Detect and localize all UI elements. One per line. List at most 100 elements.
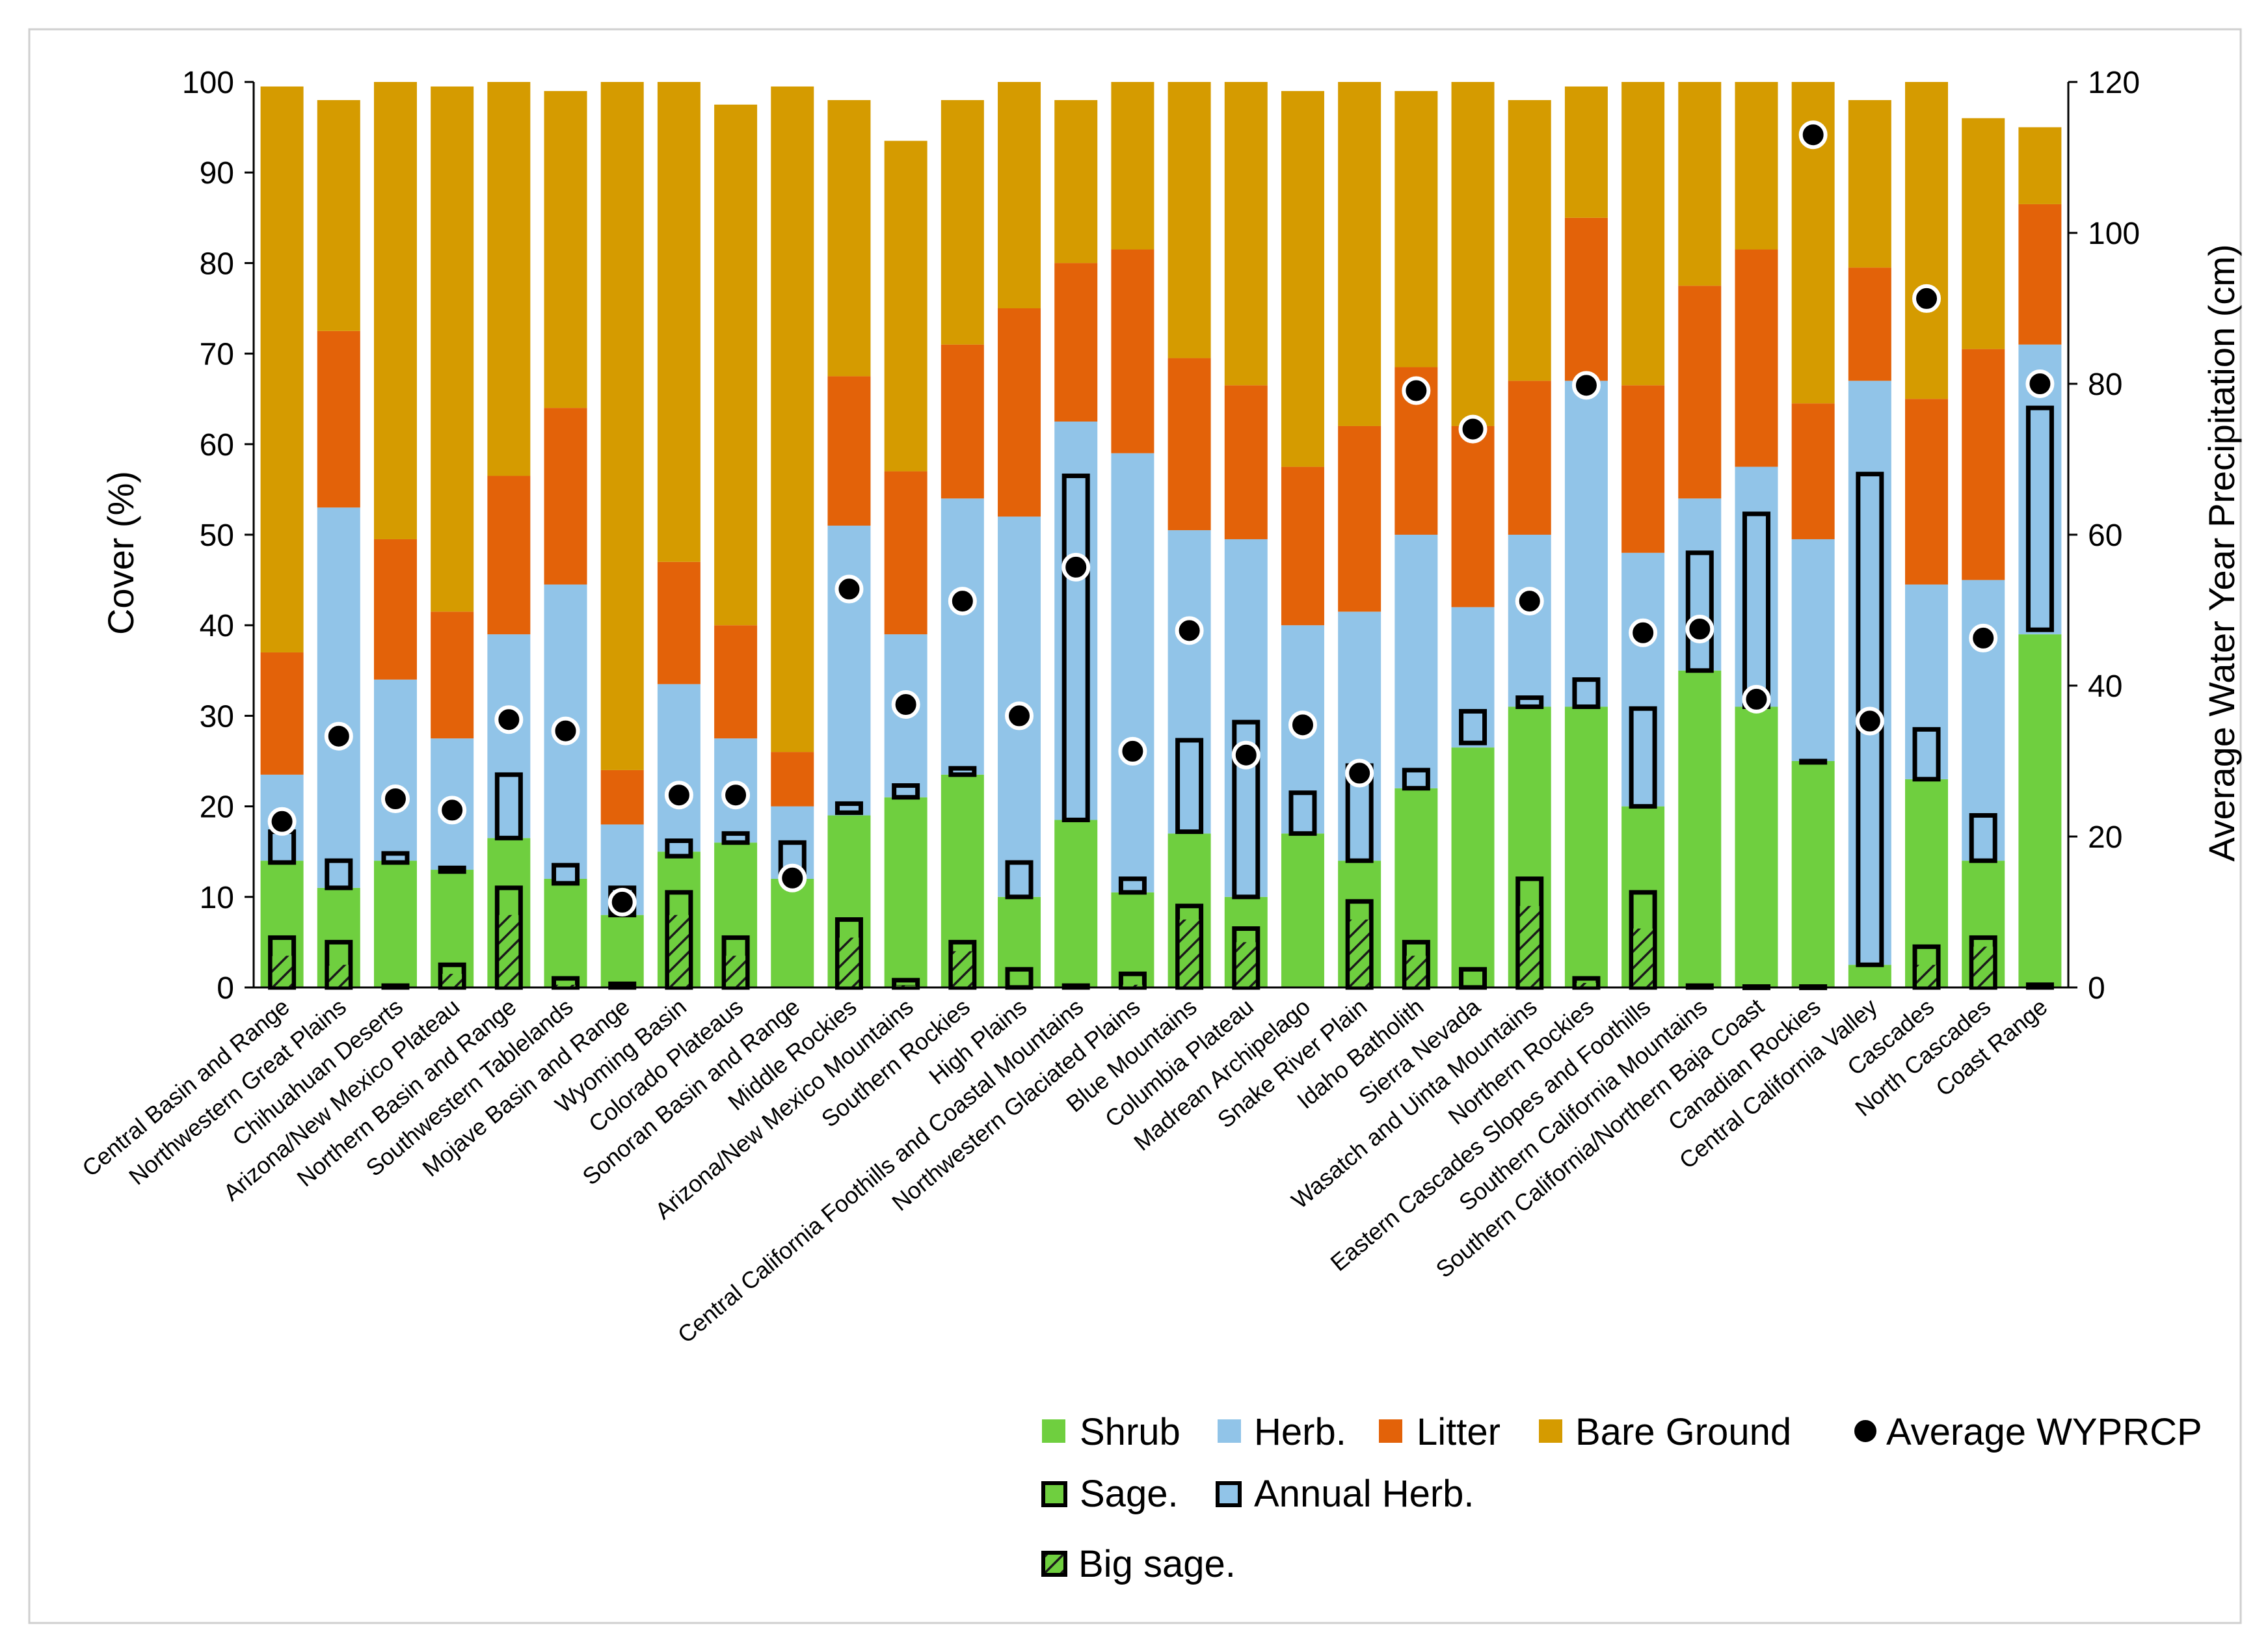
annual-herb-box [1799,758,1828,765]
bar-bare [827,100,871,377]
legend-item-annual: Annual Herb. [1216,1473,1474,1515]
y-tick-label: 20 [200,790,234,825]
bar-bare [1281,90,1324,467]
bar-litter [1508,381,1551,535]
precip-point [1005,701,1034,731]
bar-bare [544,90,587,409]
bar-litter [771,752,814,807]
legend-swatch-shrub [1042,1419,1065,1443]
precip-point [1685,615,1714,643]
bar-bare [1621,82,1665,386]
bar-litter [1451,425,1495,608]
bar-shrub [771,878,814,987]
big-sage-box [1350,919,1370,987]
bar-herb [1564,381,1608,707]
bar-litter [600,770,644,825]
y-tick-label: 80 [200,247,234,281]
bar-bare [1508,100,1551,381]
bar-bare [487,82,531,476]
bar-litter [544,408,587,585]
plot-area [260,82,2062,991]
annual-herb-box [268,829,297,865]
bar-shrub [1678,670,1722,987]
annual-herb-box [1515,695,1544,709]
bar-shrub [1451,747,1495,987]
big-sage-box [1519,905,1540,987]
annual-herb-box [1118,876,1147,895]
big-sage-box [726,956,746,987]
annual-herb-box [1685,550,1714,673]
precip-point [2025,369,2055,398]
y2-tick-label: 20 [2088,820,2122,855]
bar-bare [1224,82,1268,386]
annual-herb-box [721,831,750,845]
big-sage-box [669,915,689,987]
precip-point [1571,371,1601,400]
y2-axis-title: Average Water Year Precipitation (cm) [2201,244,2242,861]
bar-herb [1791,539,1835,761]
bar-bare [771,86,814,753]
precip-point [380,784,410,813]
bar-herb [1394,535,1438,788]
bar-litter [998,308,1041,517]
y-tick-label: 40 [200,609,234,643]
bar-litter [1621,385,1665,553]
precip-point [778,863,807,892]
legend-swatch-litter [1379,1419,1402,1443]
legend-swatch-sage [1041,1481,1067,1507]
y2-tick-label: 100 [2088,217,2140,251]
y-tick-label: 0 [217,971,234,1006]
bar-litter [1962,349,2005,580]
big-sage-box [499,915,519,987]
annual-herb-box [2025,405,2054,632]
bar-litter [657,561,700,684]
bar-litter [317,330,360,508]
precip-point [1629,618,1658,647]
legend-label-bigsage: Big sage. [1078,1543,1236,1585]
bar-bare [884,141,927,472]
bar-bare [1338,82,1381,426]
bar-litter [1678,286,1722,499]
precip-point [1175,616,1204,645]
bar-shrub [1735,706,1778,987]
precip-point [1969,623,1998,652]
precip-point [1231,740,1261,770]
legend-label-sage: Sage. [1080,1473,1179,1515]
legend: Shrub Herb. Litter Bare Ground Average W… [1041,1411,2202,1585]
bar-herb [827,526,871,816]
bar-bare [657,82,700,562]
bar-herb [317,507,360,888]
annual-herb-box [325,858,353,891]
bar-bare [1735,82,1778,250]
bar-bare [260,86,304,652]
bar-litter [1281,466,1324,626]
bar-bare [941,100,984,345]
y-tick-label: 50 [200,518,234,553]
annual-herb-box [1969,813,1997,863]
precip-point [834,574,864,604]
big-sage-box [555,984,576,987]
annual-herb-box [1402,768,1430,791]
legend-marker-precip [1850,1416,1880,1446]
annual-herb-box [1629,706,1657,809]
precip-point [1515,587,1544,616]
precip-point [891,690,920,719]
y-tick-label: 60 [200,428,234,463]
annual-herb-box [1005,860,1034,900]
big-sage-box [1179,919,1199,987]
big-sage-box [1973,946,1994,987]
bar-litter [1848,267,1891,381]
y2-tick-label: 0 [2088,971,2105,1006]
y2-tick-label: 40 [2088,669,2122,704]
precip-point [1345,758,1374,788]
big-sage-box [1123,984,1143,987]
bar-bare [1564,86,1608,218]
bar-bare [431,86,474,612]
big-sage-box [272,956,292,987]
precip-point [1855,706,1884,736]
legend-item-precip: Average WYPRCP [1850,1411,2202,1453]
bar-shrub [373,861,417,987]
precip-point [1288,710,1317,740]
bar-bare [373,82,417,539]
legend-label-bare: Bare Ground [1575,1411,1791,1453]
